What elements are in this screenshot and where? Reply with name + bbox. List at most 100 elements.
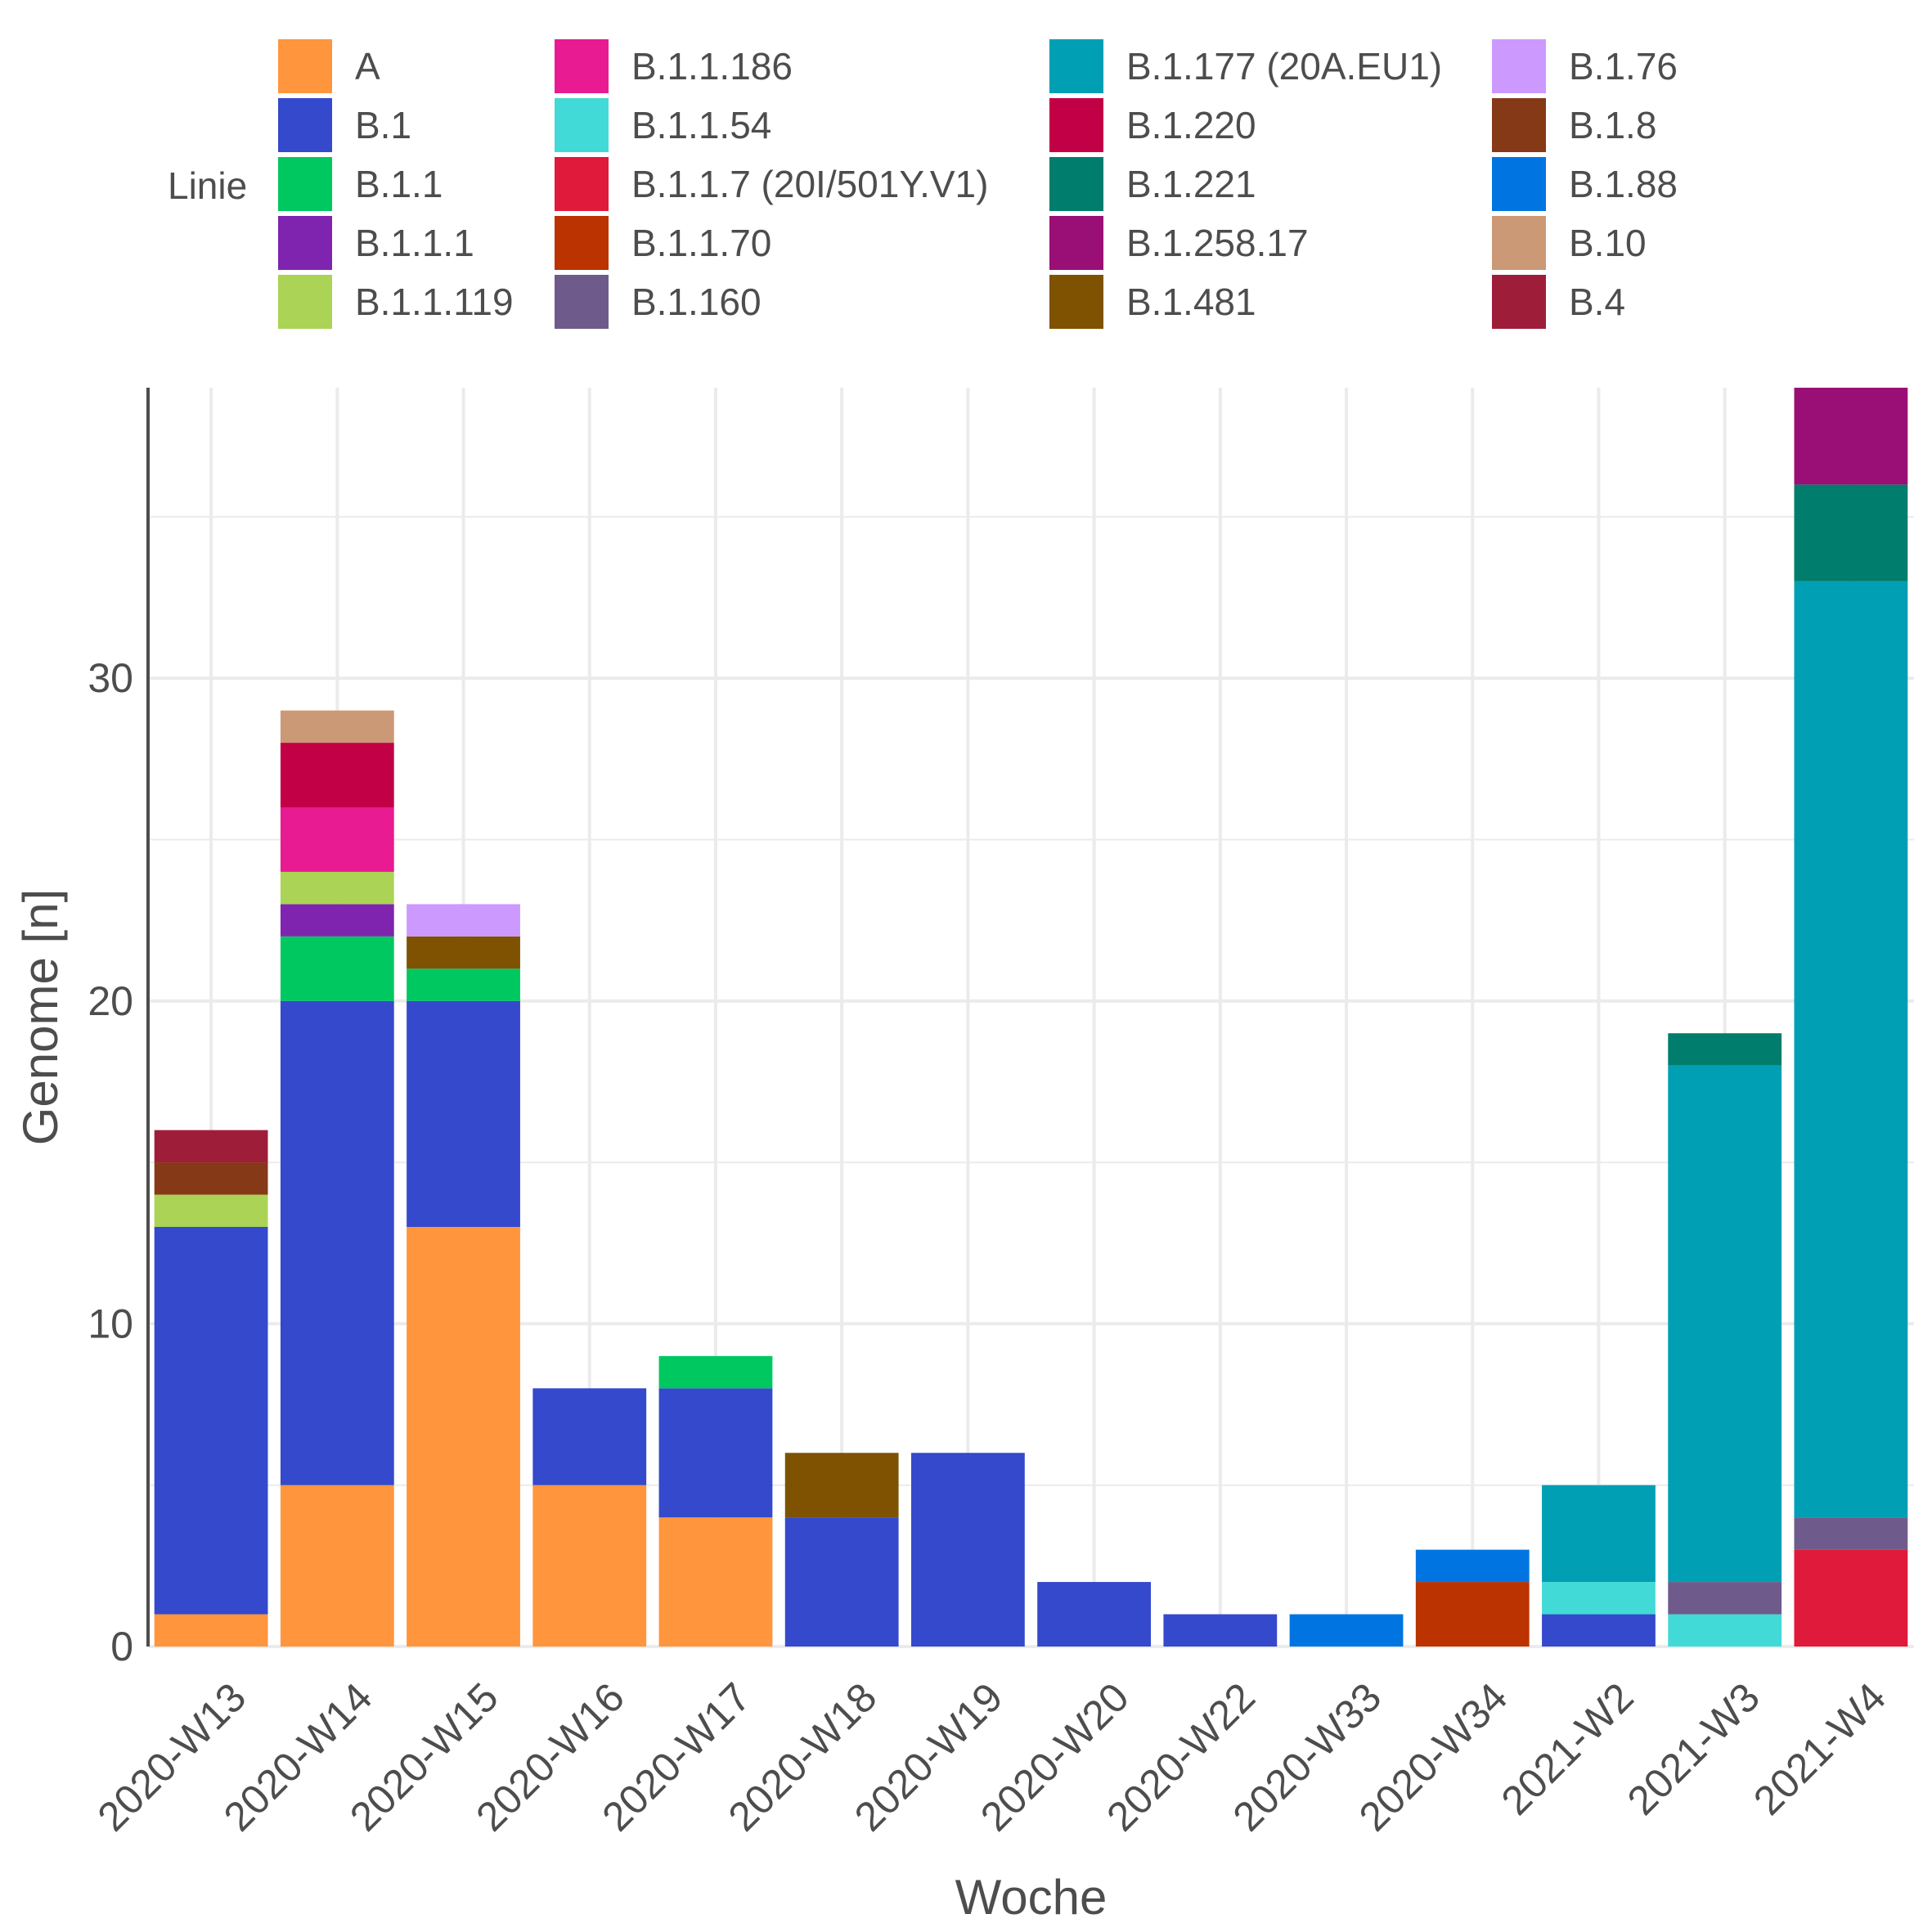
legend-label: B.1.1 bbox=[355, 163, 443, 205]
legend-item: B.1.177 (20A.EU1) bbox=[1049, 39, 1442, 93]
bar-segment bbox=[1542, 1614, 1656, 1647]
bar-segment bbox=[407, 1227, 520, 1647]
bar-segment bbox=[1794, 388, 1908, 485]
bar-segment bbox=[1668, 1614, 1782, 1647]
bar-segment bbox=[280, 807, 394, 872]
legend-key-swatch bbox=[278, 98, 332, 152]
legend-item: B.1.1.54 bbox=[555, 98, 771, 152]
bar-segment bbox=[280, 904, 394, 937]
bar-segment bbox=[280, 1485, 394, 1647]
legend-item: B.1.88 bbox=[1492, 157, 1678, 211]
bar-segment bbox=[658, 1355, 773, 1389]
legend-item: B.1.160 bbox=[555, 275, 762, 329]
legend-label: B.1.1.70 bbox=[631, 222, 772, 264]
bar-segment bbox=[154, 1194, 268, 1227]
y-tick-labels: 0 10 20 30 bbox=[88, 655, 133, 1669]
legend-title: Linie bbox=[168, 164, 248, 207]
bar-segment bbox=[154, 1130, 268, 1163]
legend-label: B.1.1.54 bbox=[631, 104, 772, 146]
legend-label: B.1.1.119 bbox=[355, 281, 514, 323]
y-axis-title: Genome [n] bbox=[13, 889, 68, 1146]
legend-key-swatch bbox=[278, 216, 332, 270]
x-axis-title: Woche bbox=[955, 1870, 1108, 1925]
y-tick-label: 20 bbox=[88, 978, 133, 1024]
bar-segment bbox=[910, 1453, 1025, 1647]
bar-segment bbox=[1415, 1582, 1530, 1647]
bar-segment bbox=[1668, 1065, 1782, 1583]
legend-label: B.1.160 bbox=[631, 281, 762, 323]
legend-label: B.1.221 bbox=[1126, 163, 1256, 205]
bar-segment bbox=[280, 710, 394, 744]
bar-segment bbox=[280, 936, 394, 1001]
legend-key-swatch bbox=[1492, 98, 1546, 152]
legend-key-swatch bbox=[555, 39, 609, 93]
legend-item: B.1.1.1 bbox=[278, 216, 474, 270]
legend: Linie A B.1 B.1.1 B.1.1.1 B.1.1.119 B.1.1.186… bbox=[0, 0, 1932, 344]
legend-key-swatch bbox=[278, 157, 332, 211]
legend-item: B.1.1 bbox=[278, 157, 443, 211]
legend-label: B.1 bbox=[355, 104, 412, 146]
bar-segment bbox=[784, 1517, 899, 1647]
legend-label: B.1.177 (20A.EU1) bbox=[1126, 45, 1443, 88]
bar-segment bbox=[784, 1453, 899, 1518]
x-tick-label: 2021-W3 bbox=[1619, 1674, 1768, 1824]
legend-label: B.1.1.186 bbox=[631, 45, 793, 88]
bar-segment bbox=[280, 1000, 394, 1485]
bar-segment bbox=[1415, 1549, 1530, 1583]
legend-key-swatch bbox=[1492, 275, 1546, 329]
legend-label: B.1.1.1 bbox=[355, 222, 474, 264]
legend-key-swatch bbox=[1049, 98, 1103, 152]
bar-segment bbox=[154, 1614, 268, 1647]
bar-segment bbox=[1794, 581, 1908, 1518]
legend-item: B.1.221 bbox=[1049, 157, 1256, 211]
legend-label: B.1.88 bbox=[1569, 163, 1678, 205]
bar-segment bbox=[658, 1517, 773, 1647]
bar-segment bbox=[1037, 1582, 1152, 1647]
legend-label: B.1.481 bbox=[1126, 281, 1256, 323]
bar-segment bbox=[1542, 1582, 1656, 1615]
legend-label: A bbox=[355, 45, 380, 88]
legend-key-swatch bbox=[278, 39, 332, 93]
bar-segment bbox=[532, 1388, 647, 1485]
bar-segment bbox=[1542, 1485, 1656, 1583]
bar-segment bbox=[1668, 1582, 1782, 1615]
legend-item: B.1.1.186 bbox=[555, 39, 793, 93]
legend-key-swatch bbox=[1049, 39, 1103, 93]
legend-item: B.1.1.119 bbox=[278, 275, 514, 329]
legend-key-swatch bbox=[278, 275, 332, 329]
legend-item: B.4 bbox=[1492, 275, 1625, 329]
legend-label: B.1.220 bbox=[1126, 104, 1256, 146]
bar-segment bbox=[407, 968, 520, 1001]
legend-label: B.1.1.7 (20I/501Y.V1) bbox=[631, 163, 989, 205]
legend-key-swatch bbox=[1049, 157, 1103, 211]
x-tick-label: 2021-W4 bbox=[1745, 1674, 1894, 1824]
bar-segment bbox=[532, 1485, 647, 1647]
y-tick-label: 10 bbox=[88, 1301, 133, 1346]
x-tick-labels: 2020-W132020-W142020-W152020-W162020-W17… bbox=[89, 1674, 1895, 1840]
legend-item: B.1.220 bbox=[1049, 98, 1256, 152]
legend-item: B.1.76 bbox=[1492, 39, 1678, 93]
legend-key-swatch bbox=[1049, 275, 1103, 329]
legend-item: B.1.481 bbox=[1049, 275, 1256, 329]
bar-segment bbox=[154, 1227, 268, 1615]
legend-key-swatch bbox=[1049, 216, 1103, 270]
legend-item: B.1.1.70 bbox=[555, 216, 771, 270]
legend-label: B.1.76 bbox=[1569, 45, 1678, 88]
legend-item: B.1 bbox=[278, 98, 411, 152]
y-tick-label: 0 bbox=[110, 1624, 133, 1669]
y-tick-label: 30 bbox=[88, 655, 133, 701]
bar-segment bbox=[1668, 1033, 1782, 1066]
legend-key-swatch bbox=[1492, 39, 1546, 93]
bar-segment bbox=[280, 871, 394, 905]
x-tick-label: 2021-W2 bbox=[1493, 1674, 1642, 1824]
legend-key-swatch bbox=[1492, 216, 1546, 270]
legend-item: B.1.1.7 (20I/501Y.V1) bbox=[555, 157, 988, 211]
bar-segment bbox=[1794, 1517, 1908, 1550]
bar-segment bbox=[1163, 1614, 1278, 1647]
legend-item: A bbox=[278, 39, 380, 93]
bar-segment bbox=[1289, 1614, 1404, 1647]
legend-item: B.1.8 bbox=[1492, 98, 1656, 152]
legend-key-swatch bbox=[555, 157, 609, 211]
legend-label: B.4 bbox=[1569, 281, 1626, 323]
